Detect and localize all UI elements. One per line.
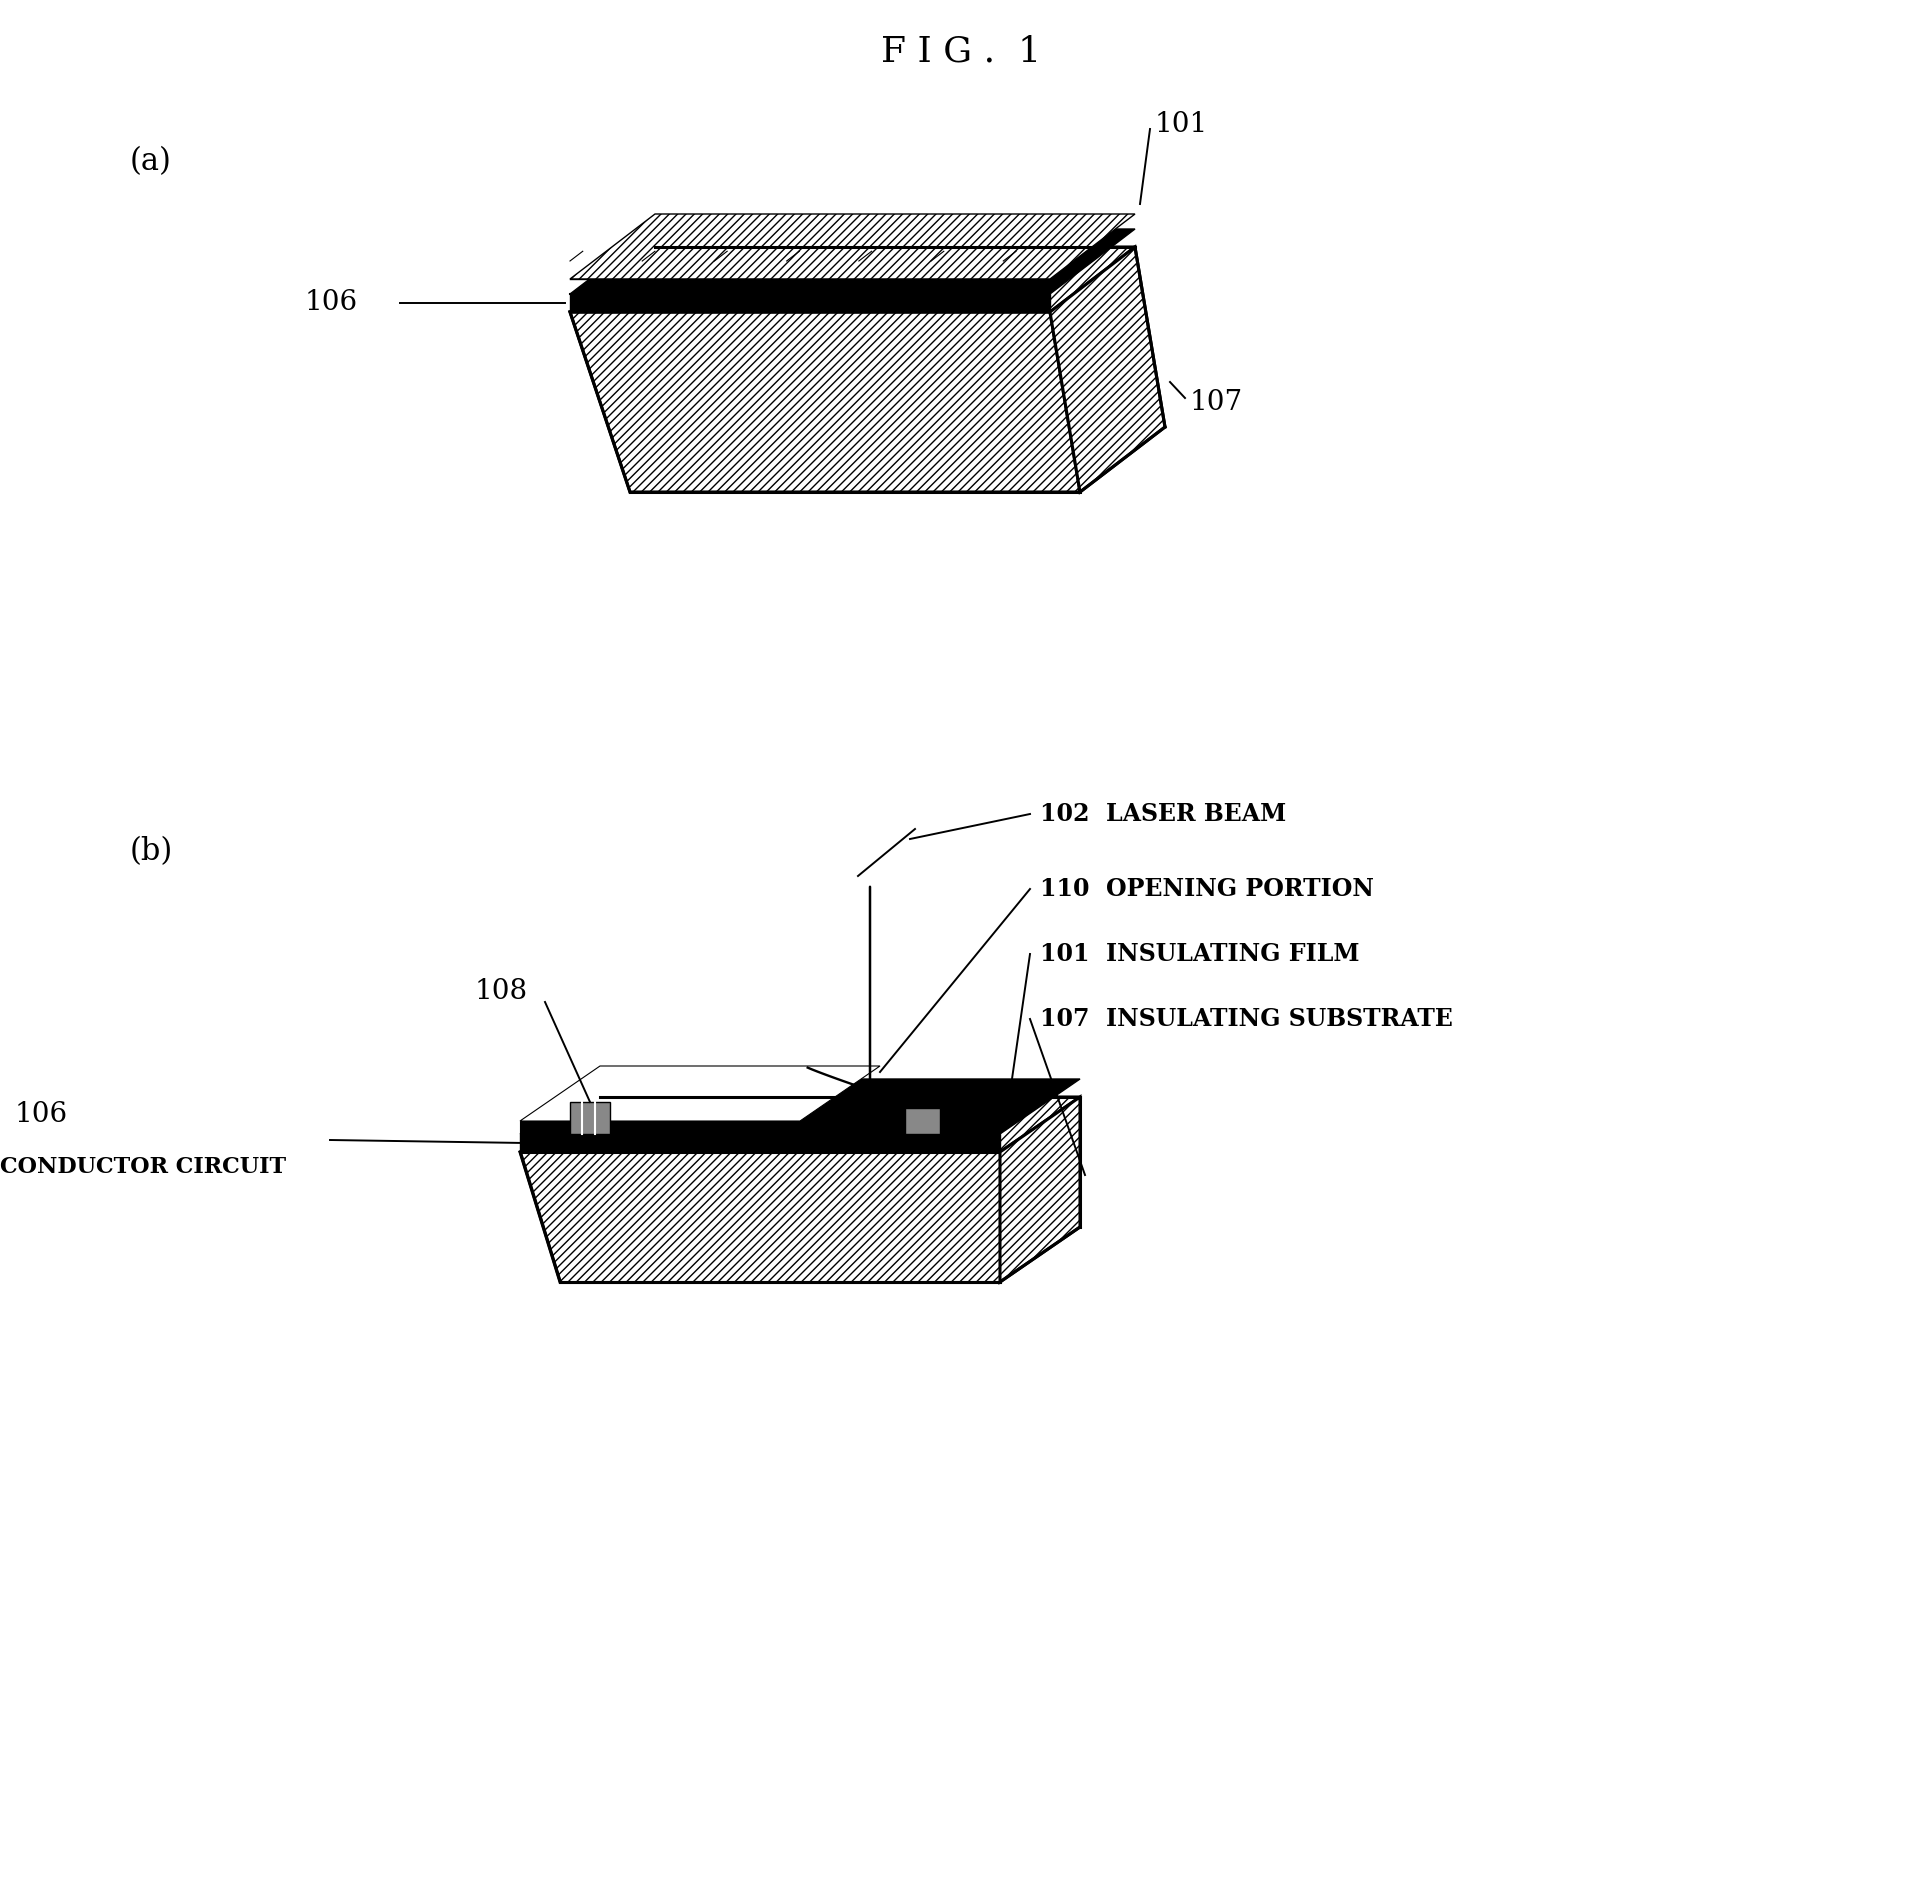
Text: 106: 106: [15, 1101, 67, 1128]
Polygon shape: [519, 1153, 1000, 1282]
Polygon shape: [919, 1120, 1000, 1134]
Polygon shape: [519, 1134, 1000, 1153]
Text: 107: 107: [1190, 390, 1244, 417]
Polygon shape: [906, 1109, 940, 1134]
Polygon shape: [569, 1101, 610, 1134]
Text: (a): (a): [131, 146, 171, 177]
Polygon shape: [519, 1078, 1081, 1134]
Polygon shape: [1050, 247, 1165, 493]
Polygon shape: [569, 215, 1135, 280]
Text: 101: 101: [1156, 110, 1208, 137]
Polygon shape: [569, 247, 1135, 312]
Polygon shape: [569, 295, 1050, 312]
Polygon shape: [569, 312, 1081, 493]
Text: 102  LASER BEAM: 102 LASER BEAM: [1040, 803, 1286, 825]
Text: F I G .  1: F I G . 1: [881, 34, 1042, 68]
Text: 110  OPENING PORTION: 110 OPENING PORTION: [1040, 877, 1375, 902]
Polygon shape: [519, 1065, 881, 1120]
Text: (b): (b): [131, 837, 173, 867]
Polygon shape: [1000, 1097, 1081, 1282]
Polygon shape: [519, 1120, 800, 1134]
Text: CONDUCTOR CIRCUIT: CONDUCTOR CIRCUIT: [0, 1156, 287, 1177]
Text: 106: 106: [306, 289, 358, 316]
Text: 101  INSULATING FILM: 101 INSULATING FILM: [1040, 941, 1360, 966]
Polygon shape: [519, 1097, 1081, 1153]
Polygon shape: [569, 228, 1135, 295]
Text: 108: 108: [475, 978, 529, 1006]
Text: 107  INSULATING SUBSTRATE: 107 INSULATING SUBSTRATE: [1040, 1006, 1454, 1031]
